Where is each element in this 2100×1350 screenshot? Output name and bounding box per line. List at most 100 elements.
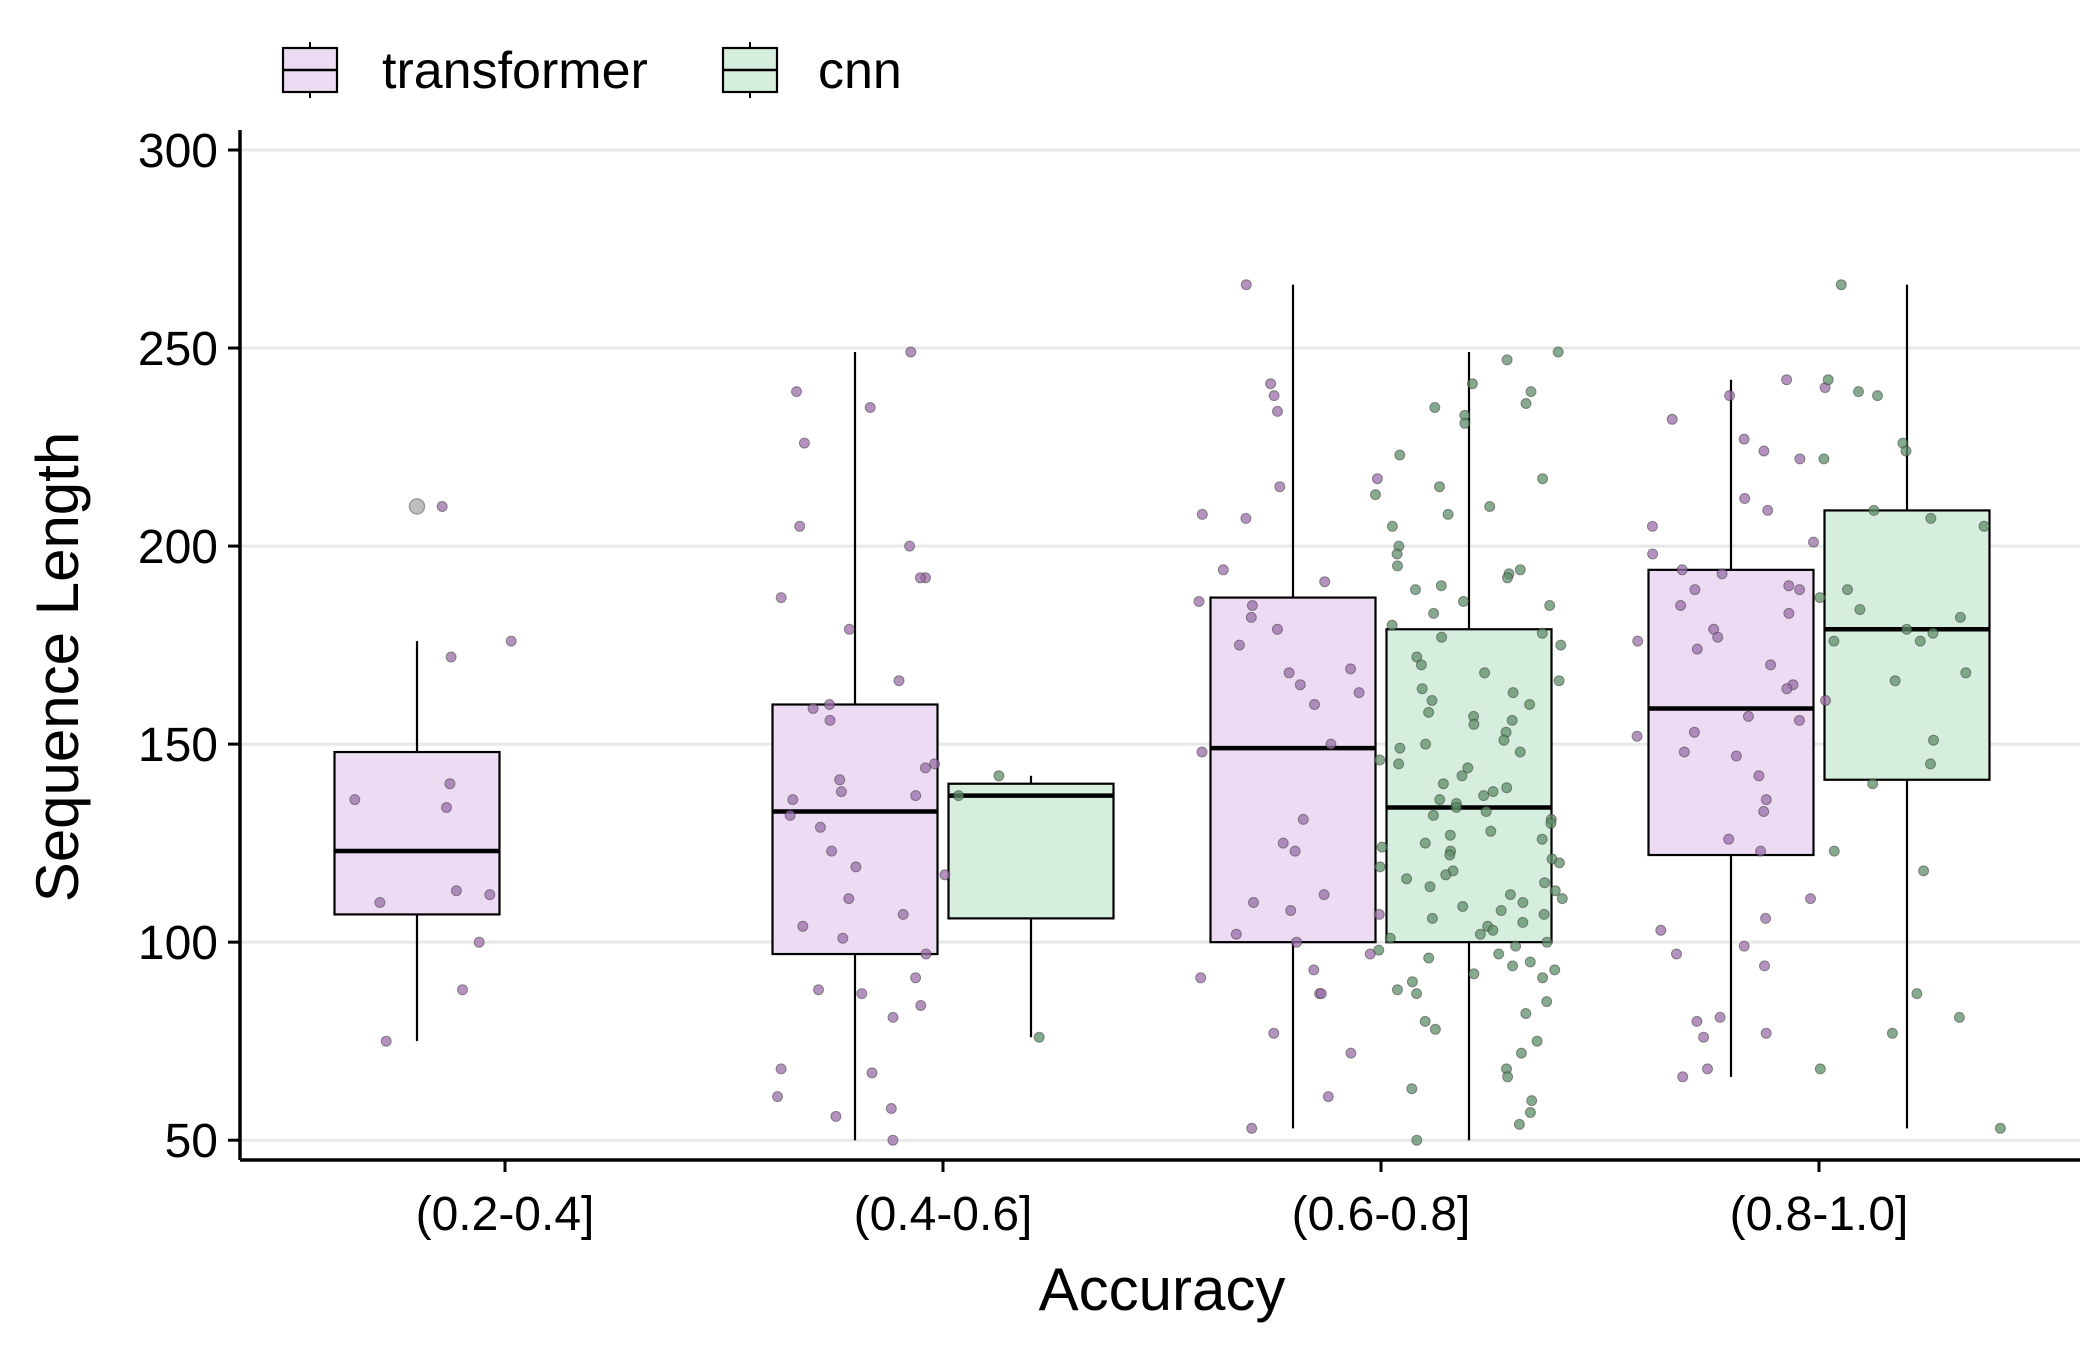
cnn-point	[1373, 944, 1385, 956]
transformer-point	[826, 845, 838, 857]
transformer-point	[1676, 564, 1688, 576]
transformer-box	[333, 498, 501, 1042]
cnn-point	[1450, 802, 1462, 813]
transformer-point	[887, 1134, 899, 1146]
transformer-point	[1315, 988, 1327, 1000]
transformer-point	[1196, 508, 1208, 520]
cnn-point	[1419, 837, 1431, 849]
transformer-point	[1325, 738, 1337, 750]
transformer-box	[1647, 379, 1815, 1077]
cnn-point	[1466, 378, 1478, 390]
transformer-point	[1724, 390, 1736, 402]
y-tick-label: 200	[138, 521, 218, 574]
cnn-point	[1435, 580, 1447, 592]
cnn-point	[1901, 623, 1913, 635]
cnn-point	[1504, 889, 1516, 901]
cnn-point	[1501, 354, 1513, 366]
cnn-point	[1911, 988, 1923, 1000]
cnn-point	[1814, 592, 1826, 604]
cnn-point	[1537, 473, 1549, 485]
cnn-point	[1520, 398, 1532, 409]
transformer-point	[1712, 631, 1724, 643]
cnn-point	[1487, 786, 1499, 798]
cnn-point	[1393, 758, 1405, 770]
transformer-point	[450, 885, 462, 897]
gridlines	[240, 148, 2080, 1142]
cnn-point	[1520, 1008, 1532, 1019]
transformer-point	[830, 1110, 842, 1122]
cnn-point	[1423, 706, 1435, 718]
cnn-point	[1485, 825, 1497, 837]
cnn-point	[1900, 445, 1912, 457]
transformer-point	[445, 651, 457, 663]
cnn-point	[1429, 402, 1441, 413]
cnn-point	[1889, 675, 1901, 687]
cnn-point	[1502, 572, 1513, 584]
transformer-point	[1698, 1031, 1710, 1043]
cnn-point	[1526, 1095, 1538, 1107]
transformer-point	[893, 675, 905, 687]
transformer-point	[1794, 584, 1806, 596]
cnn-point	[1552, 346, 1564, 358]
cnn-point	[1553, 675, 1565, 687]
cnn-point	[1531, 1035, 1543, 1047]
transformer-point	[1268, 390, 1280, 402]
iqr-box	[333, 750, 501, 916]
transformer-point	[1345, 663, 1357, 675]
transformer-point	[864, 402, 876, 413]
cnn-point	[1428, 607, 1440, 619]
cnn-point	[1928, 734, 1939, 746]
cnn-point	[1918, 865, 1930, 877]
transformer-point	[1738, 940, 1750, 952]
transformer-point	[1793, 714, 1805, 726]
cnn-point	[1536, 627, 1548, 639]
transformer-point	[1308, 964, 1320, 976]
cnn-point	[1495, 905, 1507, 916]
cnn-box	[947, 775, 1115, 1038]
axes: 50 100 150 200 250 300 (0.2-0.4] (0.4-0.6] (0.6-…	[138, 125, 2080, 1241]
cnn-point	[1374, 754, 1386, 766]
iqr-box	[1823, 509, 1991, 781]
cnn-point	[1822, 374, 1834, 386]
cnn-point	[1854, 604, 1866, 615]
transformer-point	[843, 893, 855, 905]
transformer-point	[436, 501, 448, 512]
transformer-point	[374, 897, 386, 908]
cnn-point	[1411, 988, 1423, 1000]
transformer-point	[1285, 905, 1297, 916]
cnn-point	[1394, 449, 1406, 461]
y-tick-label: 150	[138, 719, 218, 772]
cnn-box	[1823, 284, 1991, 1129]
cnn-point	[1525, 386, 1537, 398]
transformer-point	[1283, 667, 1295, 679]
transformer-point	[1631, 730, 1643, 742]
cnn-point	[1391, 548, 1403, 560]
transformer-point	[824, 699, 835, 710]
transformer-point	[910, 972, 922, 984]
transformer-point	[1781, 683, 1793, 695]
cnn-point	[1426, 912, 1438, 924]
transformer-point	[1760, 912, 1772, 924]
transformer-point	[914, 572, 926, 584]
transformer-point	[1655, 924, 1667, 936]
y-axis-title: Sequence Length	[24, 432, 91, 902]
transformer-point	[1245, 611, 1257, 623]
cnn-point	[1419, 1015, 1431, 1027]
cnn-point	[1384, 932, 1396, 944]
transformer-point	[885, 1103, 897, 1114]
cnn-point	[1553, 857, 1565, 869]
cnn-point	[1927, 627, 1939, 639]
cnn-point	[1517, 897, 1529, 908]
cnn-point	[1872, 390, 1883, 402]
transformer-point	[1765, 659, 1777, 671]
cnn-point	[1818, 453, 1830, 465]
transformer-point	[1691, 1015, 1703, 1027]
cnn-point	[1374, 861, 1386, 873]
cnn-point	[1458, 596, 1469, 607]
cnn-point	[1423, 952, 1435, 964]
transformer-point	[1702, 1063, 1713, 1075]
cnn-point	[1484, 501, 1496, 512]
transformer-point	[920, 948, 932, 960]
cnn-point	[1925, 512, 1937, 524]
